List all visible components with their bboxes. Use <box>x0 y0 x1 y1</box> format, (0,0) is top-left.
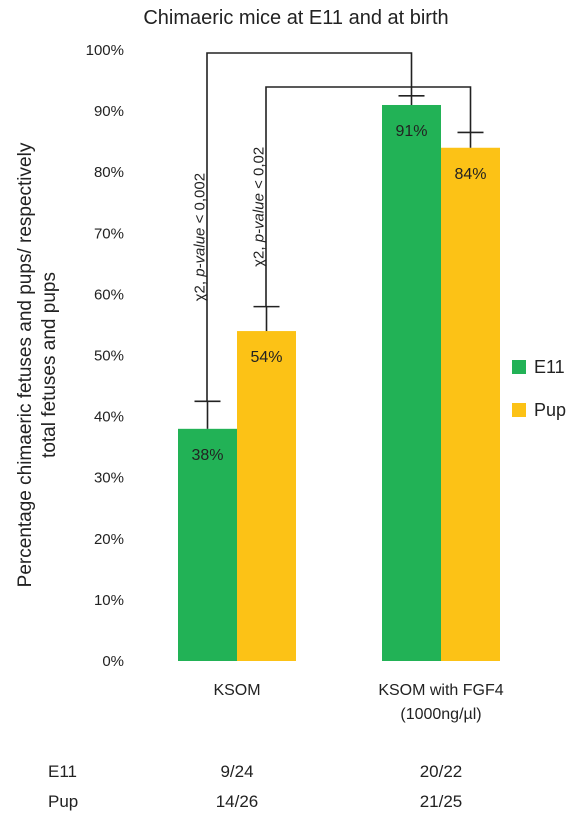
y-tick-label: 90% <box>94 103 124 120</box>
table-row-label: E11 <box>48 762 77 781</box>
table-row-label: Pup <box>48 792 78 811</box>
y-axis-label: Percentage chimaeric fetuses and pups/ r… <box>15 142 60 587</box>
data-labels: 38% 91% 54% 84% <box>191 123 486 464</box>
legend-label: E11 <box>534 357 565 377</box>
legend-swatch-e11 <box>512 360 526 374</box>
data-label: 91% <box>395 123 427 140</box>
significance-brackets: χ2, p-value < 0,002 χ2, p-value < 0,02 <box>192 52 472 402</box>
significance-bracket <box>265 86 472 307</box>
y-tick-label: 0% <box>102 653 124 670</box>
table-cell: 21/25 <box>420 792 463 811</box>
y-axis-ticks: 0% 10% 20% 30% 40% 50% 60% 70% 80% 90% 100% <box>86 42 124 670</box>
table-cell: 9/24 <box>220 762 253 781</box>
data-label: 84% <box>454 166 486 183</box>
y-tick-label: 70% <box>94 225 124 242</box>
y-tick-label: 60% <box>94 286 124 303</box>
significance-label: χ2, p-value < 0,002 <box>192 173 209 301</box>
significance-label: χ2, p-value < 0,02 <box>251 147 268 267</box>
chart-title: Chimaeric mice at E11 and at birth <box>143 7 448 29</box>
category-label: KSOM <box>213 682 260 699</box>
bar-e11-2 <box>382 104 441 662</box>
y-tick-label: 30% <box>94 470 124 487</box>
y-tick-label: 50% <box>94 348 124 365</box>
bar-pup-1 <box>237 331 296 661</box>
legend-swatch-pup <box>512 403 526 417</box>
significance-bracket <box>206 52 413 402</box>
data-label: 54% <box>250 349 282 366</box>
x-axis-categories: KSOM KSOM with FGF4 (1000ng/µl) <box>213 682 503 723</box>
y-axis-label-line2: total fetuses and pups <box>39 272 60 458</box>
category-label: KSOM with FGF4 <box>378 682 503 699</box>
y-tick-label: 100% <box>86 42 124 59</box>
table-cell: 20/22 <box>420 762 463 781</box>
y-tick-label: 20% <box>94 531 124 548</box>
table-cell: 14/26 <box>216 792 259 811</box>
bar-e11-1 <box>178 428 237 661</box>
y-tick-label: 80% <box>94 164 124 181</box>
legend-label: Pup <box>534 400 566 420</box>
counts-table: E11 9/24 20/22 Pup 14/26 21/25 <box>48 762 462 811</box>
bars <box>178 104 500 662</box>
data-label: 38% <box>191 447 223 464</box>
y-tick-label: 10% <box>94 592 124 609</box>
bar-pup-2 <box>441 147 500 661</box>
category-label-line2: (1000ng/µl) <box>400 706 481 723</box>
y-tick-label: 40% <box>94 409 124 426</box>
legend: E11 Pup <box>512 357 566 420</box>
y-axis-label-line1: Percentage chimaeric fetuses and pups/ r… <box>15 142 36 587</box>
